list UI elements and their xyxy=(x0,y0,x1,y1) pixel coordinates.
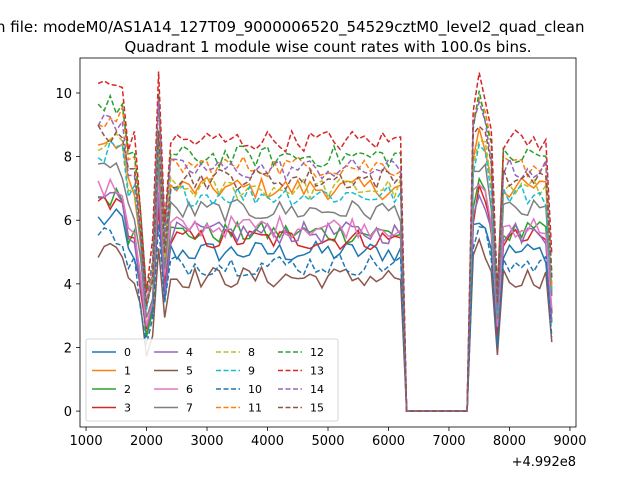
legend-label-13: 13 xyxy=(310,365,324,378)
series-line-12 xyxy=(97,90,553,412)
legend-label-11: 11 xyxy=(248,402,262,415)
series-line-14 xyxy=(97,99,553,412)
legend-label-7: 7 xyxy=(186,402,193,415)
series-line-0 xyxy=(97,206,553,412)
y-tick-label: 4 xyxy=(64,278,72,293)
legend-label-2: 2 xyxy=(124,383,131,396)
x-tick-label: 5000 xyxy=(311,434,344,449)
series-line-9 xyxy=(97,139,553,412)
series-line-7 xyxy=(98,158,553,412)
x-tick-label: 6000 xyxy=(372,434,405,449)
legend-label-1: 1 xyxy=(124,365,131,378)
series-line-8 xyxy=(97,132,553,412)
legend-label-14: 14 xyxy=(310,383,324,396)
chart-title-line1: n file: modeM0/AS1A14_127T09_9000006520_… xyxy=(0,18,585,37)
chart-title-line2: Quadrant 1 module wise count rates with … xyxy=(124,38,531,56)
x-tick-label: 2000 xyxy=(130,434,163,449)
legend-label-0: 0 xyxy=(124,346,131,359)
legend-label-8: 8 xyxy=(248,346,255,359)
x-tick-label: 7000 xyxy=(432,434,465,449)
x-tick-label: 8000 xyxy=(493,434,526,449)
x-tick-label: 1000 xyxy=(70,434,103,449)
y-tick-label: 0 xyxy=(64,405,72,420)
legend-label-12: 12 xyxy=(310,346,324,359)
y-tick-label: 10 xyxy=(55,87,72,102)
series-line-13 xyxy=(97,71,553,412)
series-layer xyxy=(97,71,553,412)
y-tick-label: 8 xyxy=(64,151,72,166)
legend-label-3: 3 xyxy=(124,402,131,415)
series-line-10 xyxy=(97,224,553,412)
y-tick-label: 6 xyxy=(64,214,72,229)
y-tick-label: 2 xyxy=(64,341,72,356)
legend-label-9: 9 xyxy=(248,365,255,378)
legend-label-4: 4 xyxy=(186,346,193,359)
legend-label-5: 5 xyxy=(186,365,193,378)
legend-label-6: 6 xyxy=(186,383,193,396)
series-line-4 xyxy=(98,191,553,412)
axis-layer: 1000 2000 3000 4000 5000 6000 7000 8000 9000 0 2 4 6… xyxy=(55,87,586,449)
x-tick-label: 9000 xyxy=(553,434,586,449)
legend-label-10: 10 xyxy=(248,383,262,396)
legend-frame xyxy=(85,338,339,422)
series-line-15 xyxy=(97,124,553,412)
x-tick-label: 3000 xyxy=(190,434,223,449)
series-line-6 xyxy=(97,175,553,412)
x-tick-label: 4000 xyxy=(251,434,284,449)
x-offset-label: +4.992e8 xyxy=(512,455,576,470)
legend-label-15: 15 xyxy=(310,402,324,415)
series-line-5 xyxy=(97,237,553,412)
